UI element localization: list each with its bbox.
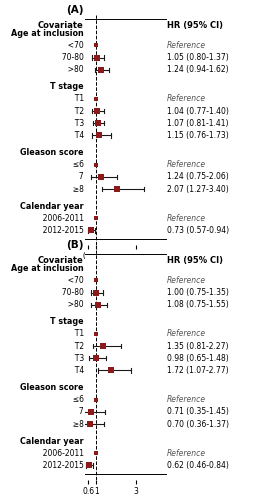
Text: Reference: Reference — [167, 330, 206, 338]
Text: Reference: Reference — [167, 160, 206, 169]
Text: 2.07 (1.27-3.40): 2.07 (1.27-3.40) — [167, 184, 229, 194]
Text: Age at inclusion: Age at inclusion — [11, 29, 84, 38]
Text: 1.15 (0.76-1.73): 1.15 (0.76-1.73) — [167, 131, 229, 140]
Text: 1.24 (0.94-1.62): 1.24 (0.94-1.62) — [167, 66, 229, 74]
Text: Age at inclusion: Age at inclusion — [11, 264, 84, 273]
Text: T4: T4 — [70, 366, 84, 375]
Text: (A): (A) — [66, 5, 84, 15]
Text: >80: >80 — [63, 300, 84, 310]
Text: T3: T3 — [70, 354, 84, 363]
Text: 1.35 (0.81-2.27): 1.35 (0.81-2.27) — [167, 342, 229, 350]
Text: Calendar year: Calendar year — [20, 202, 84, 210]
Text: 0.70 (0.36-1.37): 0.70 (0.36-1.37) — [167, 420, 229, 428]
Text: T stage: T stage — [50, 82, 84, 92]
Text: Reference: Reference — [167, 214, 206, 222]
Text: <70: <70 — [63, 41, 84, 50]
Text: >80: >80 — [63, 66, 84, 74]
Text: (B): (B) — [66, 240, 84, 250]
Text: 0.98 (0.65-1.48): 0.98 (0.65-1.48) — [167, 354, 229, 363]
Text: T2: T2 — [70, 342, 84, 350]
Text: Reference: Reference — [167, 276, 206, 285]
Text: ≥8: ≥8 — [68, 420, 84, 428]
Text: Reference: Reference — [167, 448, 206, 458]
Text: Covariate: Covariate — [38, 256, 84, 265]
Text: 70-80: 70-80 — [57, 53, 84, 62]
Text: T stage: T stage — [50, 318, 84, 326]
Text: Covariate: Covariate — [38, 21, 84, 30]
Text: HR (95% CI): HR (95% CI) — [167, 21, 223, 30]
Text: 2012-2015: 2012-2015 — [38, 461, 84, 470]
Text: <70: <70 — [63, 276, 84, 285]
Text: Calendar year: Calendar year — [20, 436, 84, 446]
Text: T4: T4 — [70, 131, 84, 140]
Text: Reference: Reference — [167, 395, 206, 404]
Text: ≤6: ≤6 — [68, 395, 84, 404]
Text: 1.72 (1.07-2.77): 1.72 (1.07-2.77) — [167, 366, 229, 375]
Text: T2: T2 — [70, 106, 84, 116]
Text: 0.62 (0.46-0.84): 0.62 (0.46-0.84) — [167, 461, 229, 470]
Text: Gleason score: Gleason score — [20, 148, 84, 157]
Text: Reference: Reference — [167, 94, 206, 104]
Text: T1: T1 — [70, 94, 84, 104]
Text: 1.00 (0.75-1.35): 1.00 (0.75-1.35) — [167, 288, 229, 297]
Text: 2006-2011: 2006-2011 — [38, 448, 84, 458]
Text: T1: T1 — [70, 330, 84, 338]
Text: 1.04 (0.77-1.40): 1.04 (0.77-1.40) — [167, 106, 229, 116]
Text: 7: 7 — [74, 408, 84, 416]
Text: Reference: Reference — [167, 41, 206, 50]
Text: 0.71 (0.35-1.45): 0.71 (0.35-1.45) — [167, 408, 229, 416]
Text: ≥8: ≥8 — [68, 184, 84, 194]
Text: 1.07 (0.81-1.41): 1.07 (0.81-1.41) — [167, 119, 229, 128]
Text: 2006-2011: 2006-2011 — [38, 214, 84, 222]
Text: 1.08 (0.75-1.55): 1.08 (0.75-1.55) — [167, 300, 229, 310]
Text: Gleason score: Gleason score — [20, 383, 84, 392]
Text: 0.73 (0.57-0.94): 0.73 (0.57-0.94) — [167, 226, 229, 235]
Text: 7: 7 — [74, 172, 84, 182]
Text: 2012-2015: 2012-2015 — [38, 226, 84, 235]
Text: 1.05 (0.80-1.37): 1.05 (0.80-1.37) — [167, 53, 229, 62]
Text: 70-80: 70-80 — [57, 288, 84, 297]
Text: 1.24 (0.75-2.06): 1.24 (0.75-2.06) — [167, 172, 229, 182]
Text: ≤6: ≤6 — [68, 160, 84, 169]
Text: T3: T3 — [70, 119, 84, 128]
Text: HR (95% CI): HR (95% CI) — [167, 256, 223, 265]
